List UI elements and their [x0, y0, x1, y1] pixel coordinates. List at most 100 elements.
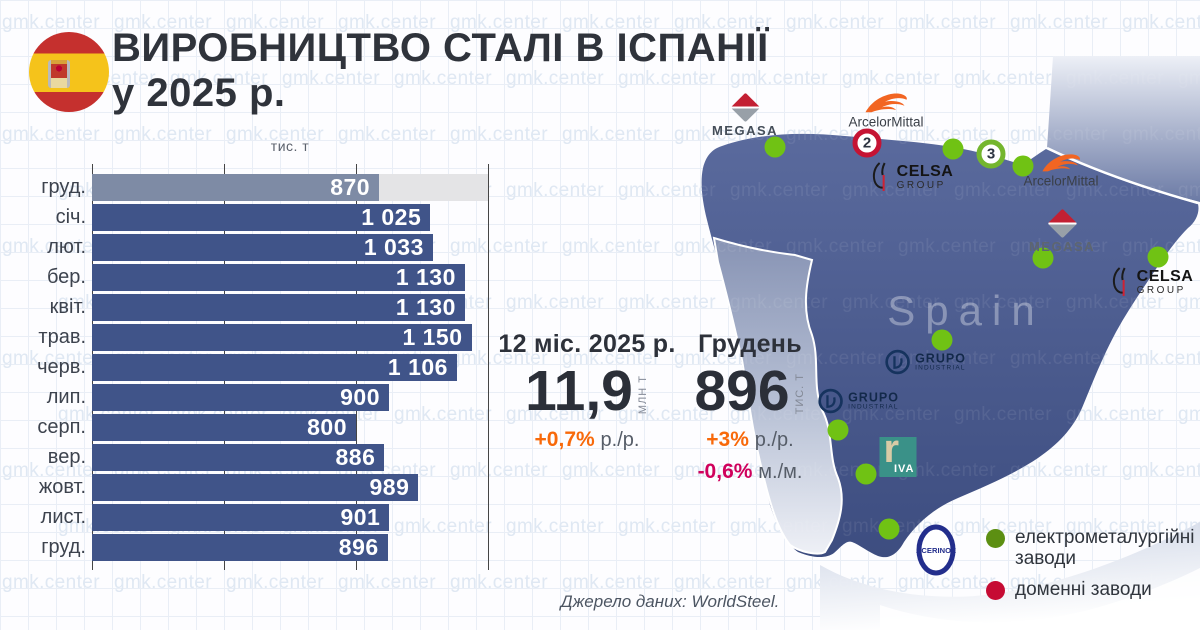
chart-row: груд. 870: [36, 172, 488, 202]
riva-mark-icon: r IVA: [879, 429, 917, 477]
arcelormittal-logo-2: ArcelorMittal: [1023, 152, 1099, 189]
chart-bar-track: 1 130: [92, 263, 488, 291]
stat-month-value: 896: [694, 359, 790, 423]
chart-category-label: лют.: [47, 235, 86, 258]
riva-r: r: [883, 427, 900, 471]
chart-bar-track: 1 130: [92, 293, 488, 321]
eaf-plant-marker: [1147, 246, 1169, 268]
chart-unit-label: тис. т: [270, 138, 310, 154]
chart-bar-value: 1 106: [387, 353, 448, 380]
chart-bar-value: 870: [330, 173, 371, 200]
chart-bar-track: 1 150: [92, 323, 488, 351]
celsa-label: CELSA: [1136, 267, 1194, 285]
arcelormittal-logo: ArcelorMittal: [848, 91, 924, 130]
page-title: ВИРОБНИЦТВО СТАЛІ В ІСПАНІЇ у 2025 р.: [112, 26, 769, 116]
legend-eaf-label: електрометалургійні заводи: [1015, 527, 1195, 570]
chart-bar-value: 1 130: [395, 263, 456, 290]
megasa-logo-2: MEGASA: [1029, 208, 1095, 253]
chart-row: квіт. 1 130: [36, 292, 488, 322]
plant-count-badge: 3: [976, 139, 1006, 169]
chart-bar-value: 1 025: [361, 203, 422, 230]
legend-bf-label: доменні заводи: [1015, 578, 1152, 600]
map-legend: електрометалургійні заводи доменні завод…: [986, 527, 1194, 609]
chart-bar-value: 800: [307, 413, 347, 440]
chart-bar-value: 886: [335, 443, 376, 470]
chart-category-label: серп.: [37, 415, 86, 438]
chart-bar-track: 800: [92, 413, 488, 441]
eaf-plant-marker: [878, 518, 900, 540]
megasa-mark-icon: [1047, 208, 1077, 239]
chart-row: вер. 886: [36, 442, 488, 472]
france-shape: [1047, 56, 1200, 202]
stat-month-label: Грудень: [698, 330, 802, 358]
chart-category-label: лип.: [46, 385, 86, 408]
chart-bar-track: 1 033: [92, 233, 488, 261]
data-source-note: Джерело даних: WorldSteel.: [560, 592, 780, 611]
grupo-sub-label: INDUSTRIAL: [915, 364, 966, 372]
chart-bar: 896: [92, 533, 388, 561]
eaf-plant-marker: [1032, 247, 1054, 269]
monthly-production-bar-chart: тис. т груд. 870 січ. 1 025 лют. 1 033 бер. 1 1…: [36, 138, 496, 578]
eaf-plant-marker: [827, 419, 849, 441]
chart-category-label: вер.: [47, 445, 86, 468]
chart-category-label: трав.: [38, 325, 86, 348]
plant-count-badge: 2: [852, 128, 882, 158]
chart-bar-value: 1 150: [402, 323, 463, 350]
chart-category-label: груд.: [41, 175, 86, 198]
grupo-industrial-mark-icon: [885, 349, 910, 375]
chart-bar-value: 1 033: [363, 233, 424, 260]
sea-wave-1: [820, 522, 1200, 630]
chart-row: січ. 1 025: [36, 202, 488, 232]
arcelormittal-label: ArcelorMittal: [1023, 173, 1099, 189]
chart-bar: 989: [92, 473, 419, 501]
celsa-sub-label: GROUP: [896, 179, 946, 191]
chart-bar-value: 1 130: [395, 293, 456, 320]
chart-bar-track: 1 106: [92, 353, 488, 381]
chart-bar-track: 901: [92, 503, 488, 531]
stat-month-yoy-change: +3%: [706, 428, 749, 451]
stat-period-label: 12 міс. 2025 р.: [498, 330, 676, 358]
grupo-industrial-logo-2: GRUPO INDUSTRIAL: [817, 388, 899, 415]
chart-bar-track: 1 025: [92, 203, 488, 231]
chart-category-label: січ.: [55, 205, 86, 228]
chart-bar: 901: [92, 503, 390, 531]
acerinox-ring-icon: ACERINOX: [916, 524, 956, 576]
megasa-label: MEGASA: [711, 123, 779, 138]
spain-coat-of-arms: [48, 60, 70, 88]
chart-row: лип. 900: [36, 382, 488, 412]
title-line-2: у 2025 р.: [112, 71, 286, 116]
eaf-plant-dot-icon: [986, 529, 1005, 548]
celsa-logo: CELSA GROUP: [871, 160, 954, 194]
bf-plant-dot-icon: [986, 580, 1005, 600]
legend-item-eaf: електрометалургійні заводи: [986, 527, 1194, 570]
chart-row: трав. 1 150: [36, 322, 488, 352]
stat-month-mom-suffix: м./м.: [758, 461, 803, 483]
chart-bar: 870: [92, 173, 380, 201]
svg-text:ACERINOX: ACERINOX: [916, 546, 956, 555]
eaf-plant-marker: [942, 138, 964, 160]
chart-row: груд. 896: [36, 532, 488, 562]
stat-period-value: 11,9: [525, 359, 633, 423]
arcelormittal-swoosh-icon: [864, 93, 907, 113]
megasa-logo: MEGASA: [711, 92, 779, 138]
acerinox-logo: ACERINOX: [914, 523, 958, 577]
sea-wave-2: [880, 568, 1200, 630]
riva-logo: r IVA: [879, 429, 917, 477]
riva-iva: IVA: [893, 463, 915, 475]
celsa-label: CELSA: [896, 162, 954, 180]
chart-bar: 886: [92, 443, 385, 471]
chart-bar: 1 025: [92, 203, 431, 231]
arcelormittal-label: ArcelorMittal: [848, 114, 924, 130]
chart-row: черв. 1 106: [36, 352, 488, 382]
portugal-shape: [712, 236, 843, 555]
chart-bar: 1 130: [92, 293, 465, 321]
chart-bar-value: 989: [369, 473, 410, 500]
chart-category-label: бер.: [46, 265, 86, 288]
chart-category-label: черв.: [37, 355, 86, 378]
eaf-plant-marker: [764, 136, 786, 158]
chart-bar-track: 896: [92, 533, 488, 561]
legend-item-bf: доменні заводи: [986, 579, 1194, 600]
eaf-plant-marker: [931, 329, 953, 351]
eaf-plant-marker: [1012, 155, 1034, 177]
